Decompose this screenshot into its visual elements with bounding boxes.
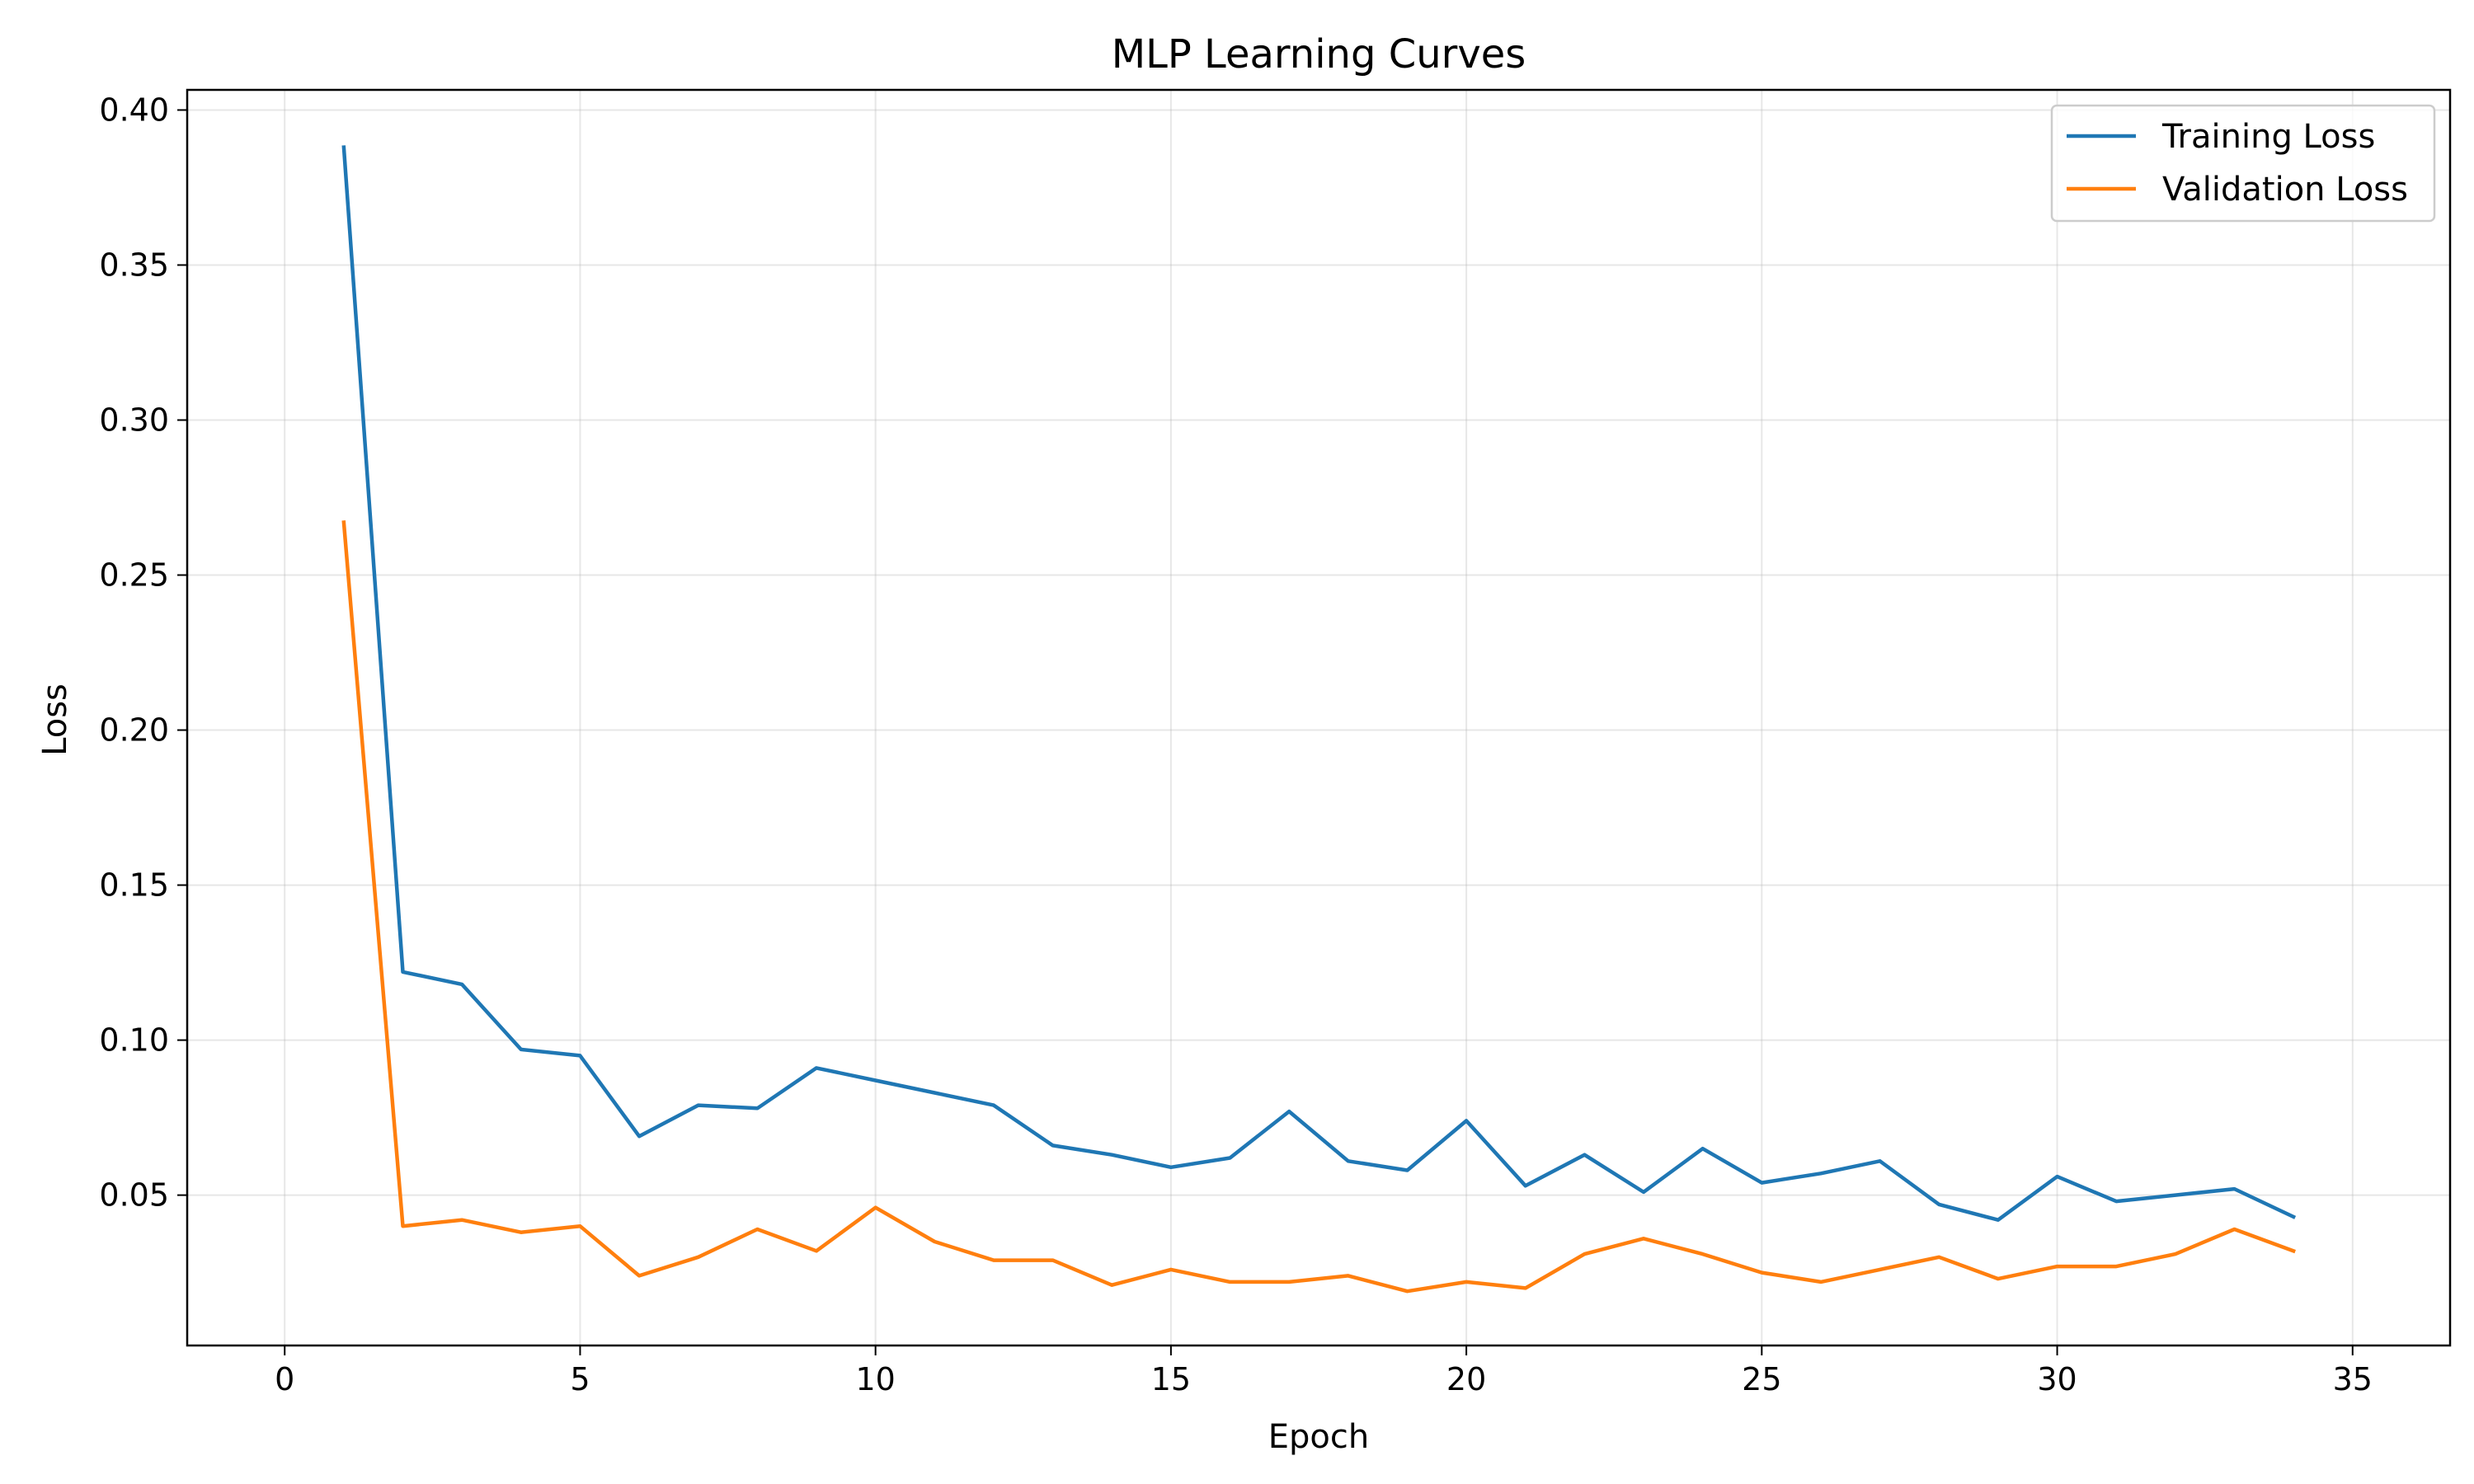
x-tick-label-25: 25 <box>1742 1361 1781 1397</box>
y-axis-label: Loss <box>36 683 74 756</box>
y-tick-label-0-10: 0.10 <box>99 1022 169 1059</box>
series-line-training-loss <box>341 145 2297 1222</box>
plot-series <box>341 145 2297 1294</box>
legend-label-training-loss: Training Loss <box>2161 118 2375 156</box>
x-tick-label-20: 20 <box>1446 1361 1486 1397</box>
legend-label-validation-loss: Validation Loss <box>2162 171 2408 209</box>
y-tick-label-0-35: 0.35 <box>99 247 169 283</box>
grid <box>187 90 2450 1345</box>
x-tick-label-0: 0 <box>275 1361 294 1397</box>
y-tick-label-0-20: 0.20 <box>99 712 169 749</box>
legend-box <box>2050 104 2436 223</box>
chart-title: MLP Learning Curves <box>1112 31 1526 77</box>
x-tick-label-30: 30 <box>2037 1361 2077 1397</box>
y-tick-label-0-40: 0.40 <box>99 92 169 128</box>
axis-ticks: 0 5 10 15 20 25 30 35 0.05 0.10 0.15 0.20 0.25 0.30 0.… <box>99 92 2373 1397</box>
y-tick-label-0-15: 0.15 <box>99 867 169 904</box>
x-tick-label-5: 5 <box>570 1361 590 1397</box>
plot-area-frame <box>186 88 2452 1347</box>
x-tick-label-35: 35 <box>2333 1361 2373 1397</box>
legend: Training Loss Validation Loss <box>2050 104 2436 223</box>
x-tick-label-10: 10 <box>855 1361 895 1397</box>
y-tick-label-0-25: 0.25 <box>99 557 169 594</box>
y-tick-label-0-30: 0.30 <box>99 402 169 438</box>
x-axis-label: Epoch <box>1268 1418 1369 1456</box>
x-tick-label-15: 15 <box>1151 1361 1191 1397</box>
y-tick-label-0-05: 0.05 <box>99 1177 169 1214</box>
series-line-validation-loss <box>341 520 2296 1294</box>
